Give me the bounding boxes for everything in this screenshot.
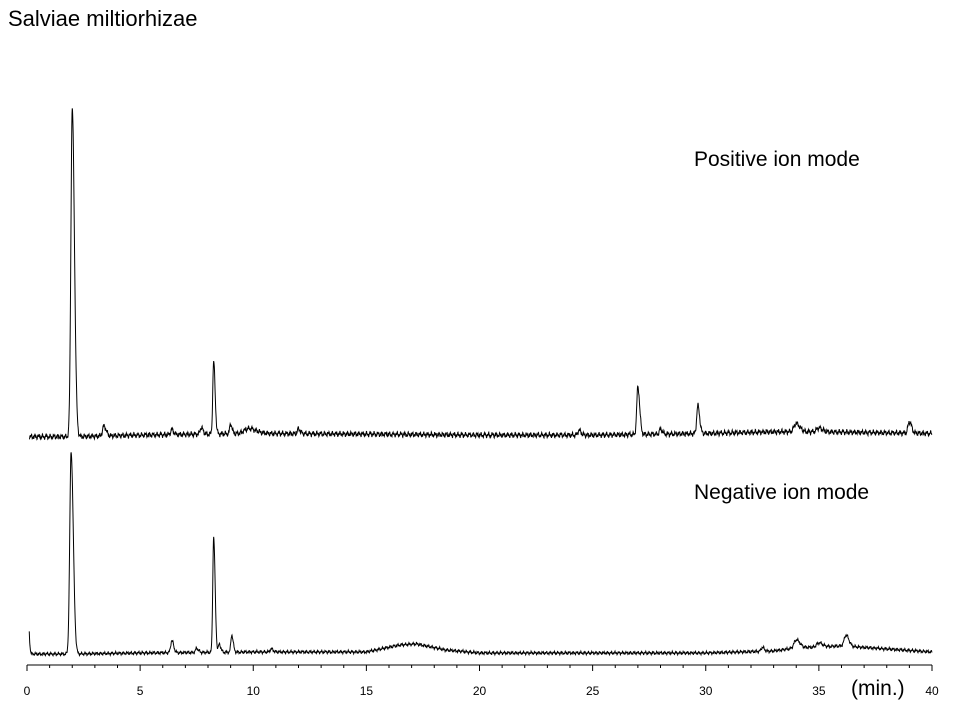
series-label-positive: Positive ion mode — [694, 148, 860, 171]
series-line-positive — [28, 108, 933, 441]
x-tick-label: 0 — [24, 684, 31, 698]
x-tick-label: 10 — [247, 684, 261, 698]
x-tick-label: 5 — [137, 684, 144, 698]
series-label-negative: Negative ion mode — [694, 481, 870, 504]
series-line-negative — [28, 452, 933, 658]
x-tick-label: 35 — [812, 684, 826, 698]
x-tick-label: 40 — [925, 684, 939, 698]
x-tick-label: 20 — [473, 684, 487, 698]
x-tick-label: 15 — [360, 684, 374, 698]
x-tick-label: 30 — [699, 684, 713, 698]
x-tick-label: 25 — [586, 684, 600, 698]
x-axis: 0 5 10 15 20 25 30 35 40 — [24, 664, 939, 698]
traces — [28, 108, 933, 658]
chart-title: Salviae miltiorhizae — [8, 6, 198, 31]
x-axis-unit-label: (min.) — [851, 677, 905, 700]
